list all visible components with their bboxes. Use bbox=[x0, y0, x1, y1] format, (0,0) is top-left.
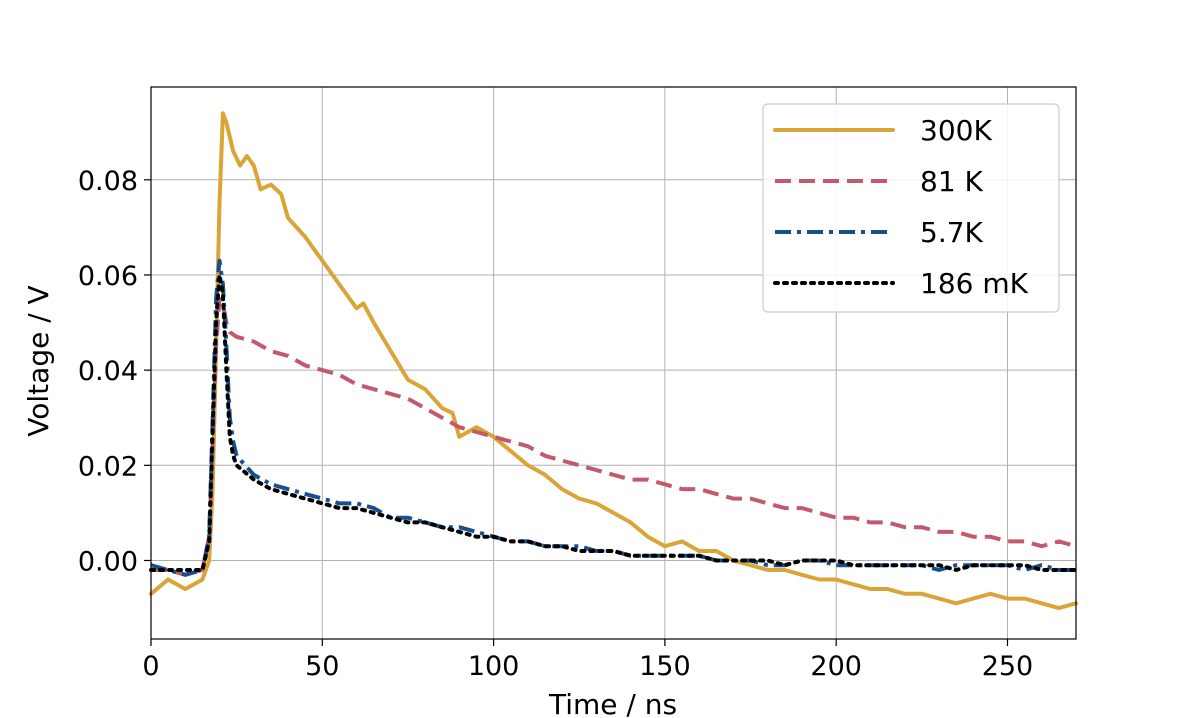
legend-label-1: 81 K bbox=[920, 165, 984, 198]
x-axis-title: Time / ns bbox=[548, 688, 677, 718]
x-tick-label: 250 bbox=[982, 651, 1034, 682]
legend-label-2: 5.7K bbox=[920, 216, 984, 249]
axis-ticks: 0 50 100 150 200 250 0.00 0.02 0.04 0.06 0.08 bbox=[78, 166, 1033, 682]
legend-label-3: 186 mK bbox=[920, 267, 1029, 300]
y-tick-label: 0.06 bbox=[78, 261, 138, 292]
legend: 300K 81 K 5.7K 186 mK bbox=[762, 103, 1060, 313]
y-tick-label: 0.04 bbox=[78, 356, 138, 387]
x-tick-label: 100 bbox=[468, 651, 520, 682]
series-lines bbox=[149, 111, 1078, 611]
legend-box bbox=[762, 103, 1060, 313]
plot-frame bbox=[150, 86, 1077, 640]
legend-label-0: 300K bbox=[920, 114, 992, 147]
x-tick-label: 150 bbox=[639, 651, 691, 682]
x-tick-label: 50 bbox=[305, 651, 339, 682]
x-tick-label: 200 bbox=[810, 651, 862, 682]
y-axis-title: Voltage / V bbox=[22, 285, 55, 436]
series-line-3 bbox=[149, 273, 1078, 572]
y-tick-label: 0.02 bbox=[78, 451, 138, 482]
y-tick-label: 0.00 bbox=[78, 546, 138, 577]
y-tick-label: 0.08 bbox=[78, 166, 138, 197]
x-tick-label: 0 bbox=[142, 651, 159, 682]
series-line-0 bbox=[149, 111, 1078, 611]
series-line-1 bbox=[151, 296, 1077, 577]
